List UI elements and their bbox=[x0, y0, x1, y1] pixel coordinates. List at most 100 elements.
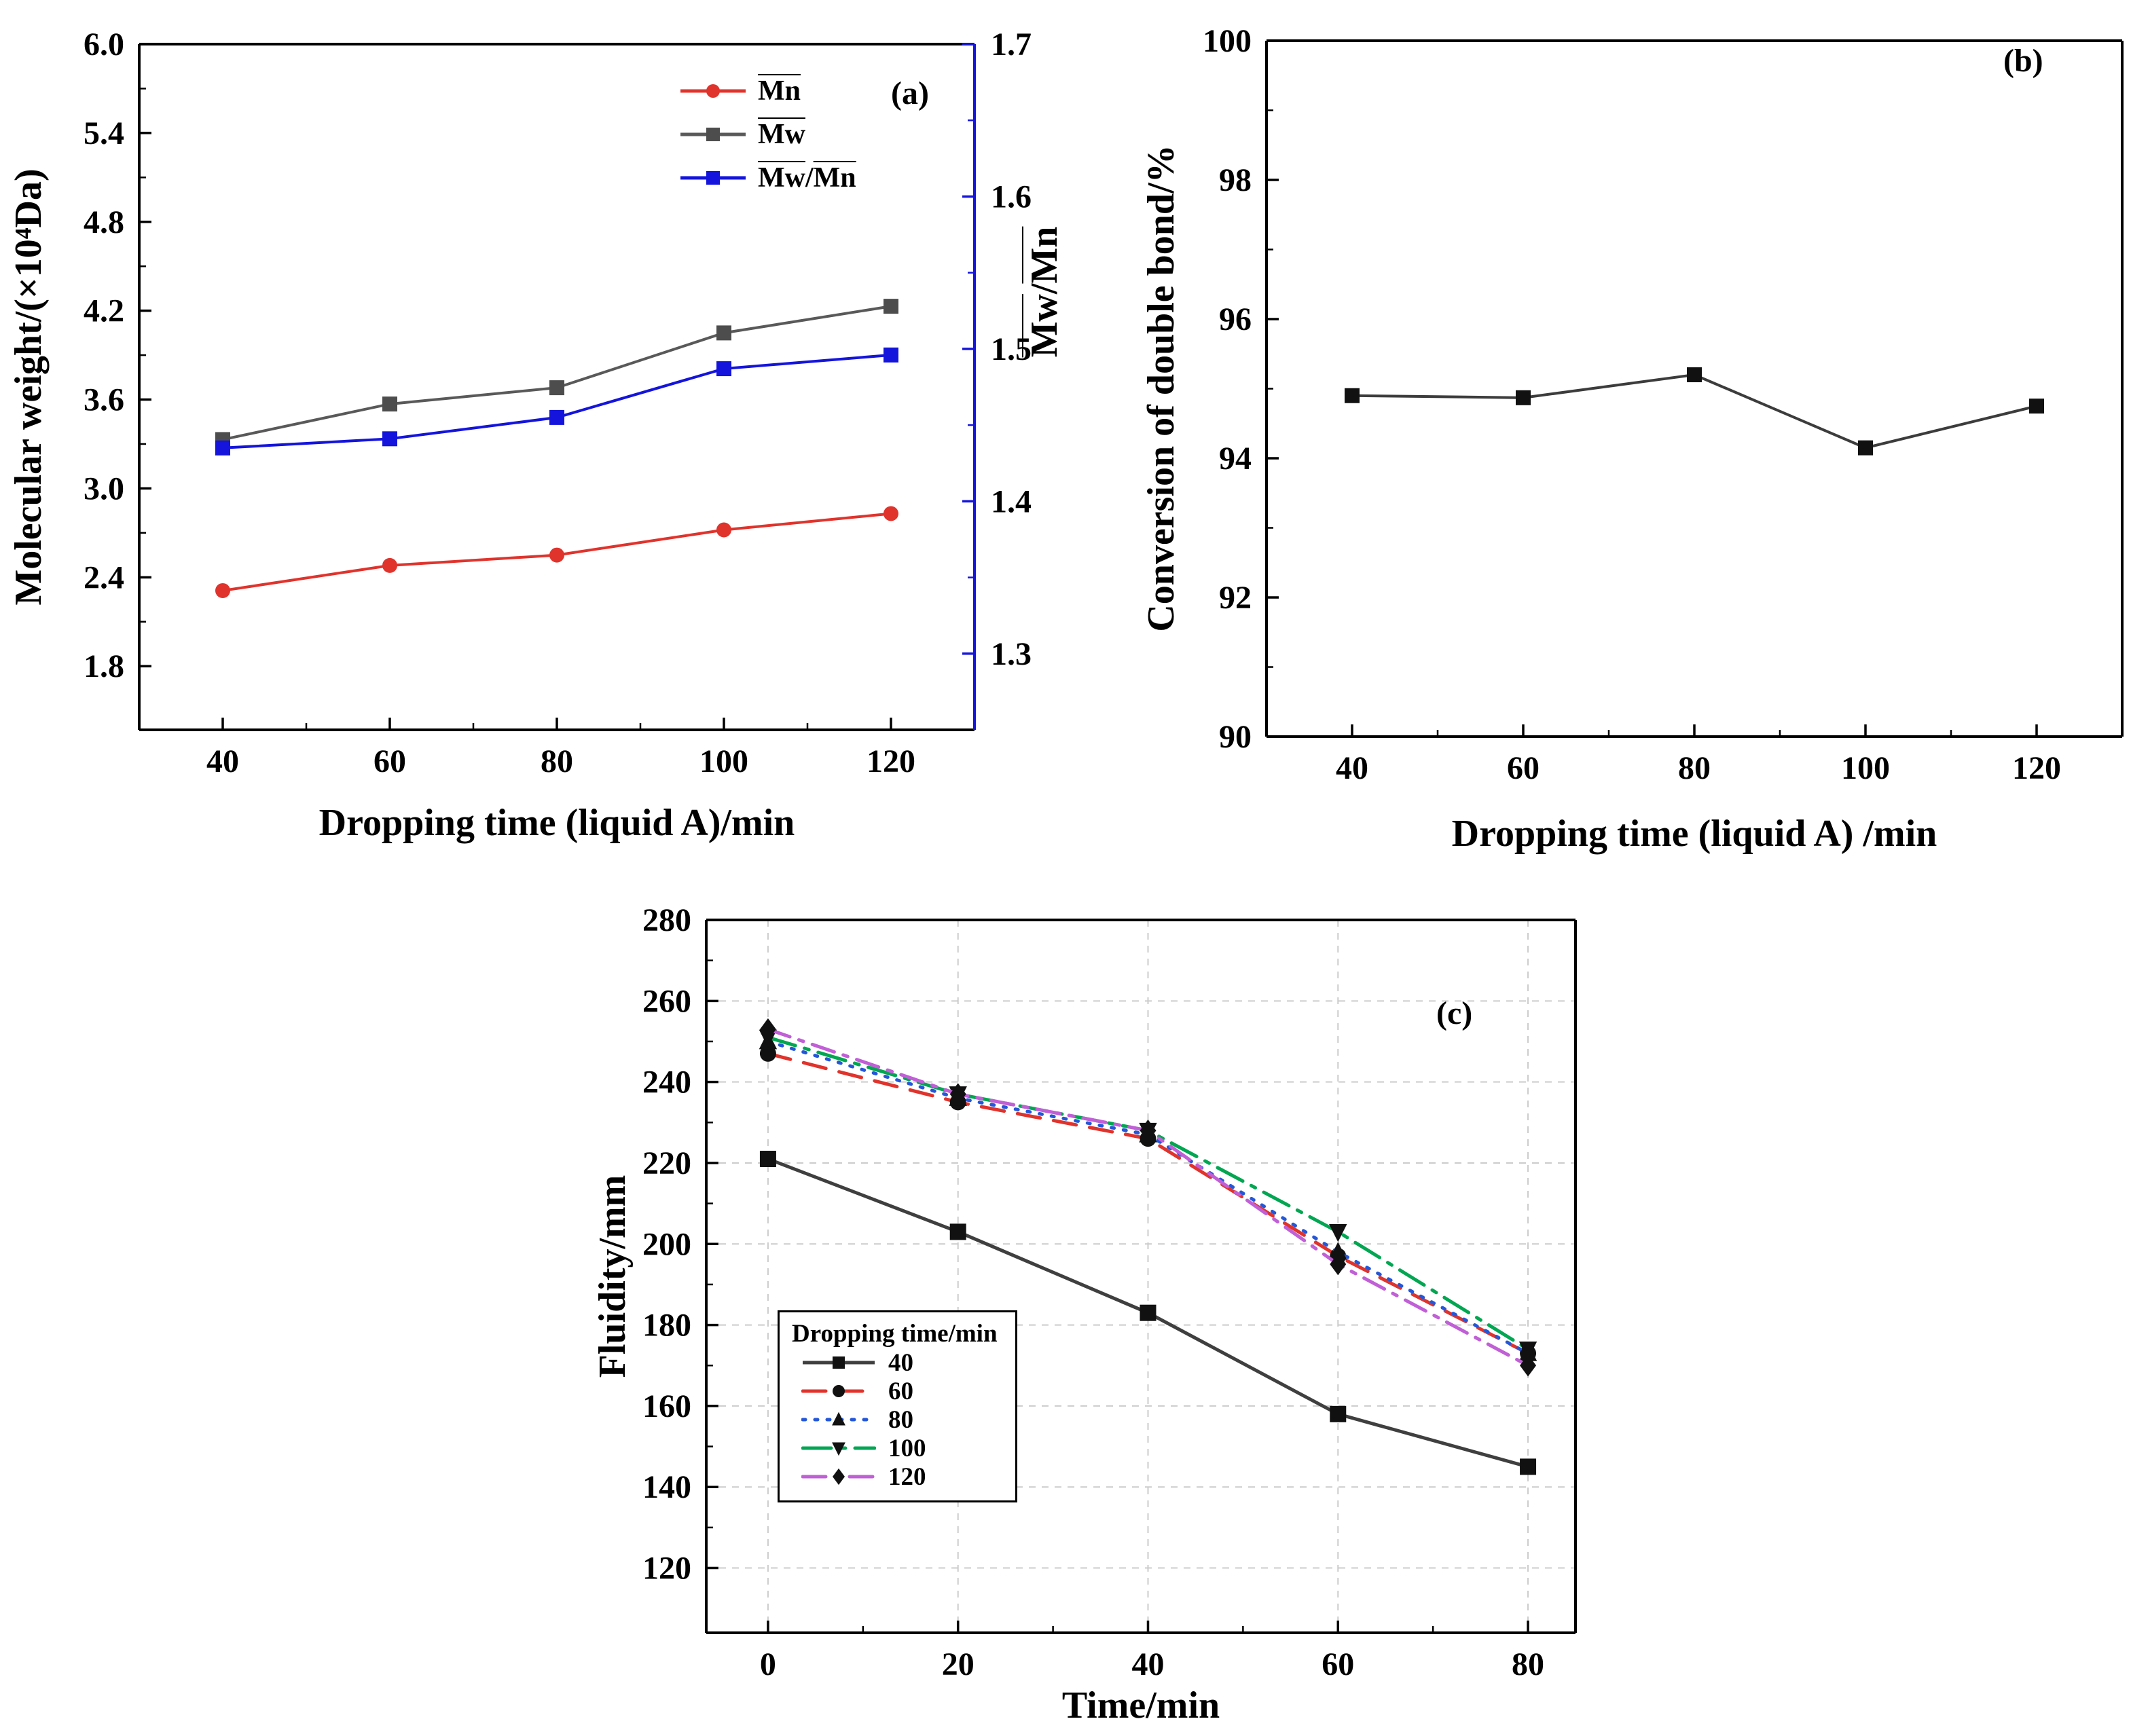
y-tick-label: 220 bbox=[642, 1145, 691, 1181]
legend-label: 120 bbox=[888, 1462, 926, 1491]
chart-b-canvas: 40 60 80 100 120 90 92 94 96 98 100 bbox=[1203, 23, 2124, 786]
overlined-text: Mw bbox=[1023, 294, 1066, 358]
legend-line-sample bbox=[803, 1356, 875, 1369]
marker-circle bbox=[382, 557, 397, 573]
marker-circle bbox=[706, 84, 720, 98]
marker-square bbox=[716, 325, 731, 341]
y-tick-label: 100 bbox=[1203, 23, 1252, 59]
series-line-Mw/Mn bbox=[222, 353, 892, 449]
marker-square bbox=[1520, 1458, 1537, 1475]
x-tick-label: 120 bbox=[2012, 750, 2061, 786]
panel-label-a: (a) bbox=[891, 75, 929, 111]
axis-title-b-y: Conversion of double bond/% bbox=[1140, 145, 1182, 632]
marker-square bbox=[706, 128, 720, 141]
legend-label: 40 bbox=[888, 1348, 913, 1377]
y-right-tick-label: 1.6 bbox=[991, 179, 1032, 215]
marker-square bbox=[382, 396, 397, 412]
marker-square bbox=[949, 1223, 966, 1240]
y-tick-label: 180 bbox=[642, 1308, 691, 1344]
legend-label: 100 bbox=[888, 1434, 926, 1462]
y-tick-label: 96 bbox=[1219, 301, 1252, 337]
legend-c-rows: 40 60 80 100 120 bbox=[792, 1348, 998, 1491]
x-tick-label: 40 bbox=[206, 743, 239, 779]
overlined-text: Mn bbox=[813, 162, 856, 193]
marker-circle bbox=[759, 1045, 776, 1062]
y-tick-label: 160 bbox=[642, 1388, 691, 1424]
marker-diamond bbox=[949, 1083, 966, 1105]
y-right-tick-label: 1.3 bbox=[991, 636, 1032, 672]
marker-square bbox=[1858, 440, 1873, 456]
marker-square bbox=[716, 361, 731, 377]
overlined-text: Mn bbox=[758, 75, 801, 107]
x-tick-label: 120 bbox=[867, 743, 915, 779]
marker-square bbox=[549, 380, 564, 396]
y-tick-label: 4.8 bbox=[84, 204, 124, 240]
legend-c-title: Dropping time/min bbox=[792, 1320, 998, 1348]
marker-circle bbox=[549, 547, 564, 563]
marker-circle bbox=[833, 1385, 845, 1397]
legend-item-100: 100 bbox=[792, 1434, 998, 1462]
legend-label: Mw bbox=[758, 118, 805, 151]
legend-item-Mw/Mn: Mw/Mn bbox=[679, 156, 856, 200]
x-tick-label: 40 bbox=[1336, 750, 1368, 786]
marker-square bbox=[884, 347, 898, 363]
marker-circle bbox=[884, 506, 898, 521]
x-tick-label: 100 bbox=[699, 743, 748, 779]
legend-label: Mw/Mn bbox=[758, 162, 856, 193]
legend-a: Mn Mw Mw/Mn bbox=[679, 69, 856, 200]
marker-triangle-up bbox=[832, 1411, 845, 1426]
legend-line-sample bbox=[801, 1468, 876, 1485]
legend-item-40: 40 bbox=[792, 1348, 998, 1377]
y-tick-label: 3.6 bbox=[84, 382, 124, 418]
x-tick-label: 80 bbox=[1678, 750, 1711, 786]
x-tick-label: 80 bbox=[541, 743, 573, 779]
marker-square bbox=[549, 409, 564, 425]
panel-a: 40 60 80 100 120 1.8 2.4 3.0 3.6 4.2 4.8 5.4 6.0 1.3 1… bbox=[0, 0, 1066, 883]
marker-diamond bbox=[759, 1018, 776, 1041]
y-tick-label: 98 bbox=[1219, 162, 1252, 198]
legend-label: 80 bbox=[888, 1405, 913, 1434]
legend-item-120: 120 bbox=[792, 1462, 998, 1491]
legend-c: Dropping time/min 40 60 80 100 120 bbox=[778, 1310, 1017, 1502]
axis-title-b-x: Dropping time (liquid A) /min bbox=[1451, 813, 1937, 855]
y-tick-label: 92 bbox=[1219, 580, 1252, 616]
y-right-tick-label: 1.7 bbox=[991, 26, 1032, 62]
overlined-text: Mw bbox=[758, 119, 805, 150]
marker-square bbox=[2029, 399, 2044, 414]
legend-line-sample bbox=[680, 128, 746, 141]
marker-diamond bbox=[1520, 1354, 1537, 1377]
x-tick-label: 40 bbox=[1131, 1646, 1164, 1682]
x-tick-label: 60 bbox=[374, 743, 406, 779]
marker-square bbox=[1516, 390, 1531, 405]
y-right-tick-label: 1.5 bbox=[991, 331, 1032, 367]
overlined-text: Mn bbox=[1023, 226, 1066, 284]
marker-diamond bbox=[1140, 1120, 1156, 1142]
marker-triangle-down bbox=[1329, 1223, 1347, 1242]
y-tick-label: 280 bbox=[642, 902, 691, 938]
axis-title-c-x: Time/min bbox=[1061, 1684, 1220, 1726]
series-line-Conversion of double bond bbox=[1351, 373, 2037, 449]
overlined-text: Mw bbox=[758, 162, 805, 193]
y-tick-label: 6.0 bbox=[84, 26, 124, 62]
legend-line-sample bbox=[680, 84, 746, 98]
marker-square bbox=[833, 1356, 845, 1369]
marker-diamond bbox=[833, 1468, 845, 1485]
marker-square bbox=[759, 1150, 776, 1167]
legend-line-sample bbox=[680, 171, 746, 185]
panel-b: 40 60 80 100 120 90 92 94 96 98 100 Conversion of … bbox=[1100, 0, 2131, 883]
legend-line-sample bbox=[801, 1442, 876, 1456]
y-tick-label: 3.0 bbox=[84, 470, 124, 506]
marker-square bbox=[706, 171, 720, 185]
marker-triangle-down bbox=[832, 1442, 845, 1456]
x-tick-label: 100 bbox=[1841, 750, 1890, 786]
marker-diamond bbox=[1330, 1253, 1347, 1276]
x-tick-label: 20 bbox=[942, 1646, 975, 1682]
legend-label: 60 bbox=[888, 1377, 913, 1405]
legend-line-sample bbox=[801, 1385, 876, 1397]
y-tick-label: 260 bbox=[642, 983, 691, 1019]
marker-square bbox=[1687, 367, 1702, 382]
legend-item-60: 60 bbox=[792, 1377, 998, 1405]
legend-item-80: 80 bbox=[792, 1405, 998, 1434]
y-tick-label: 140 bbox=[642, 1469, 691, 1505]
